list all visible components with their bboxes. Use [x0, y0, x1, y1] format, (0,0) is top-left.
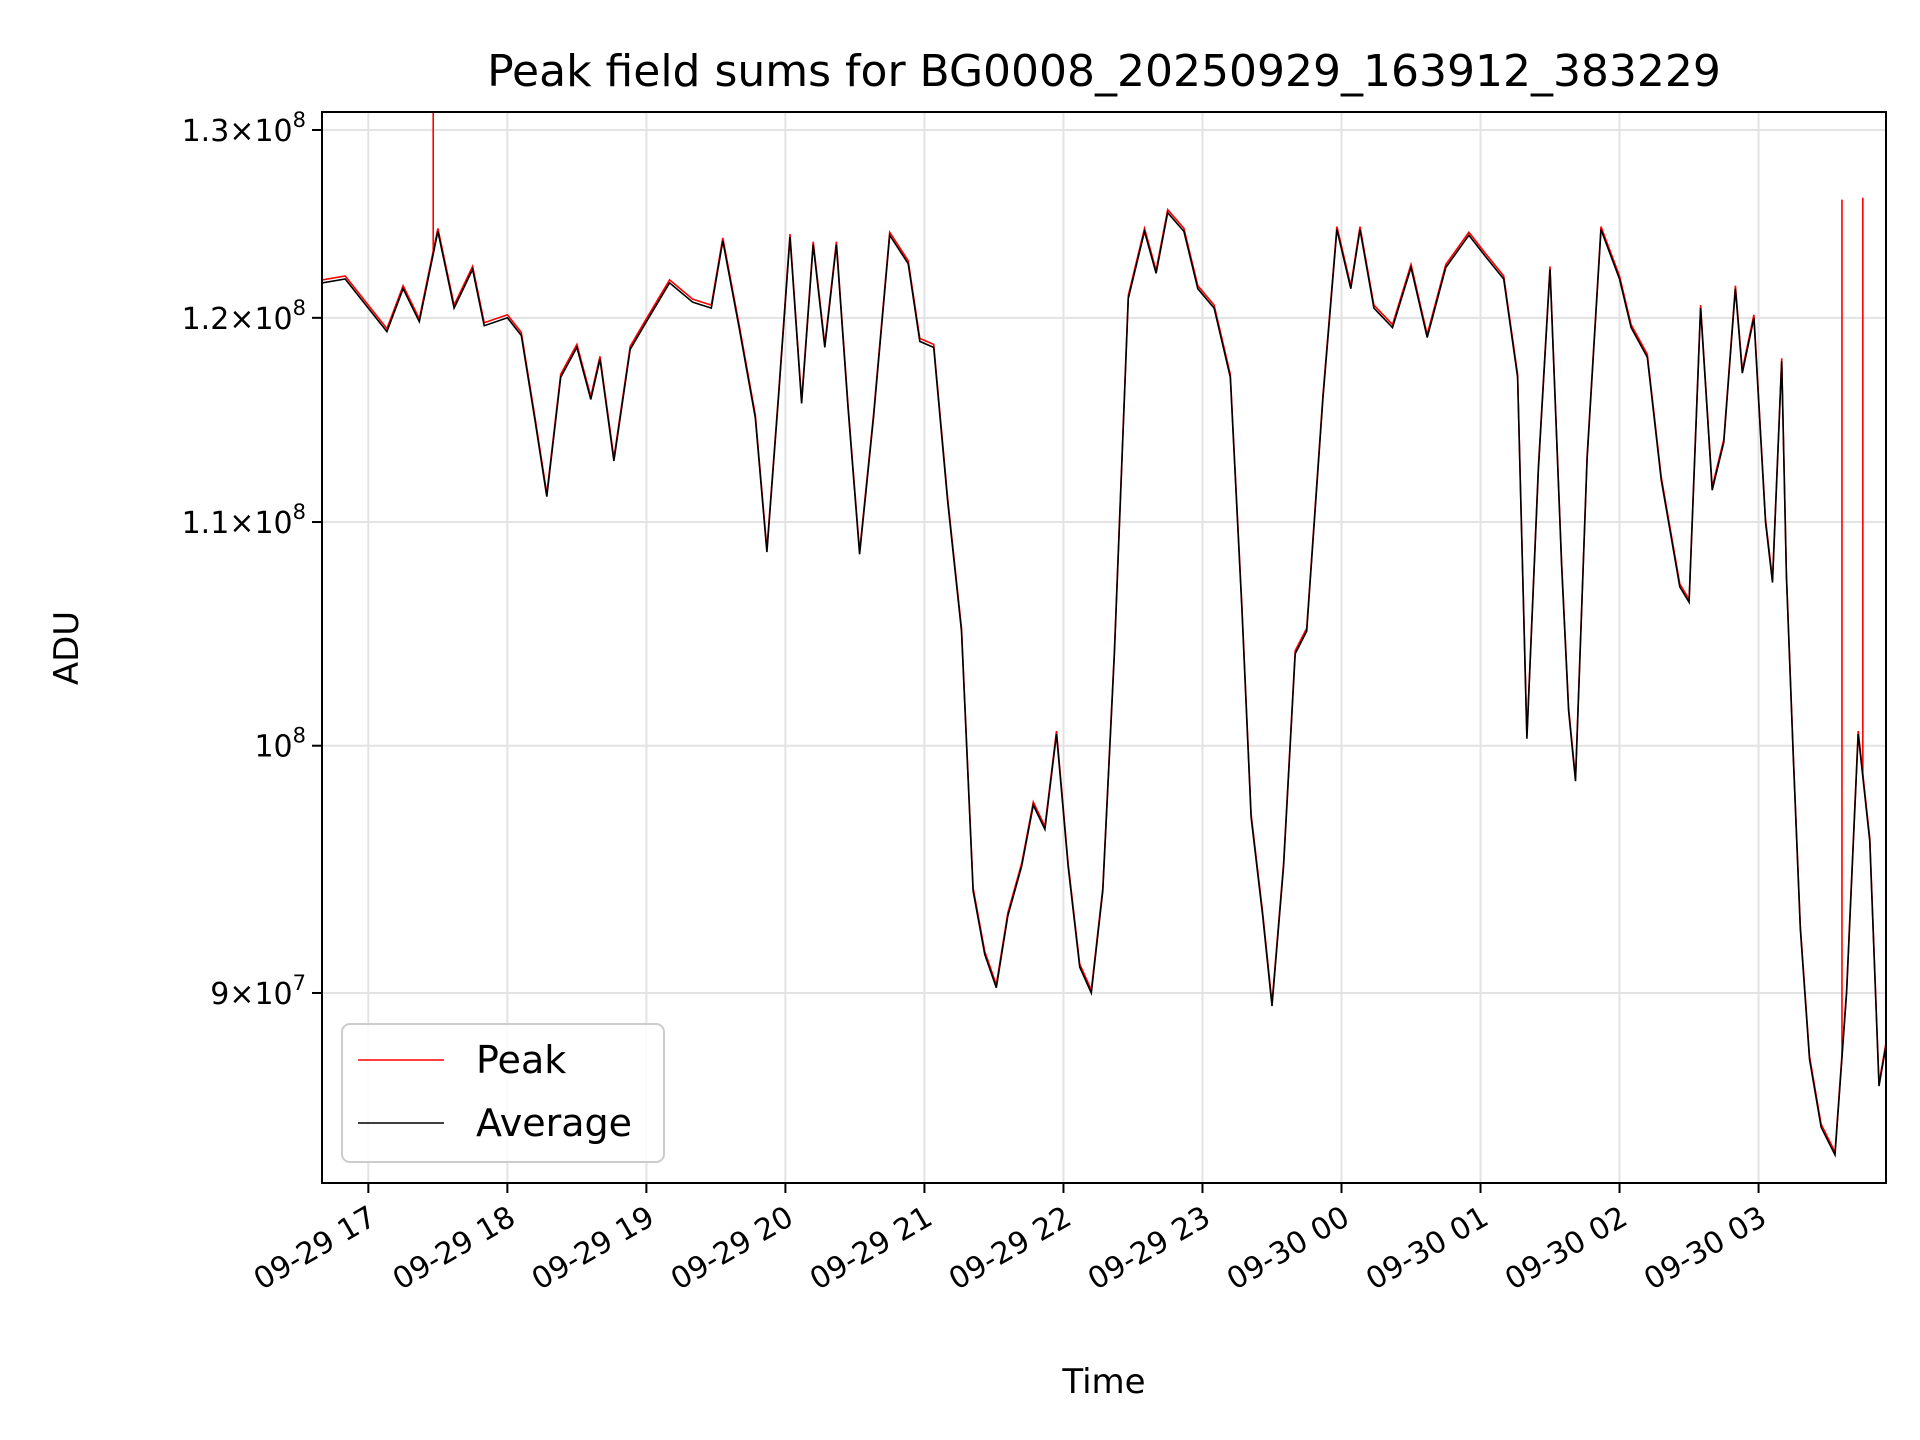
y-tick-label: 1.3×108 [182, 108, 306, 149]
y-axis-label: ADU [47, 611, 87, 685]
series-line-average [322, 210, 1886, 1158]
chart-title: Peak field sums for BG0008_20250929_1639… [487, 46, 1721, 97]
legend: Peak Average [341, 1023, 665, 1163]
y-tick-label: 1.2×108 [182, 296, 306, 337]
y-tick-label: 108 [254, 724, 306, 765]
y-axis-ticks: 9×107 108 1.1×108 1.2×108 1.3×108 [182, 108, 322, 1012]
legend-label-peak: Peak [476, 1038, 566, 1082]
series-group [322, 112, 1886, 1158]
plot-frame [321, 111, 1887, 1184]
x-axis-label: Time [1061, 1362, 1145, 1402]
legend-label-average: Average [476, 1101, 632, 1145]
legend-box [341, 1023, 665, 1163]
grid-lines [322, 112, 1886, 1183]
y-tick-label: 1.1×108 [182, 500, 306, 541]
y-tick-label: 9×107 [210, 971, 306, 1012]
